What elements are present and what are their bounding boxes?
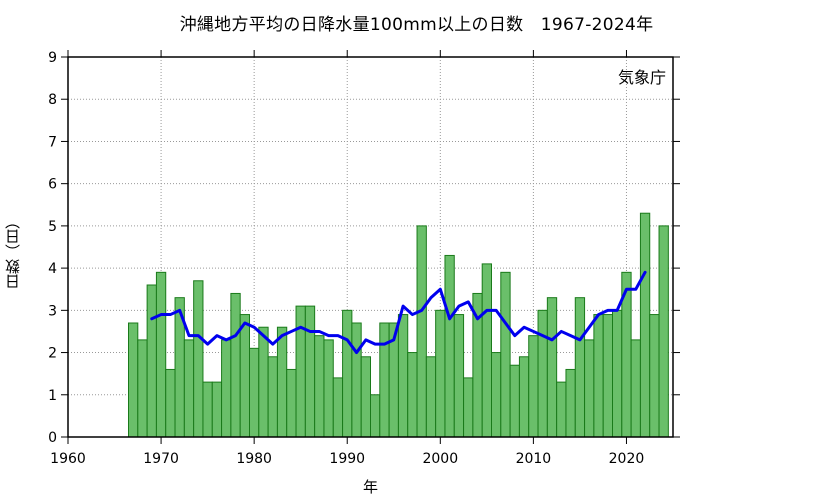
bar — [574, 297, 586, 438]
bar — [193, 280, 204, 438]
bar-series — [128, 212, 669, 438]
bar — [221, 339, 232, 438]
bar — [649, 314, 660, 438]
bar — [509, 364, 520, 438]
bar — [565, 368, 576, 438]
y-tick-label: 5 — [48, 219, 57, 235]
bar — [453, 314, 465, 438]
bar — [323, 339, 334, 438]
y-tick-label: 8 — [48, 92, 57, 108]
x-tick-label: 1980 — [236, 451, 272, 467]
bar — [444, 254, 455, 438]
y-tick-label: 9 — [48, 50, 57, 66]
bar — [630, 339, 641, 438]
bar — [351, 322, 362, 438]
bar — [211, 381, 223, 438]
x-axis-ticks: 1960 1970 1980 1990 2000 2010 2020 — [50, 50, 644, 467]
trend-line — [150, 270, 647, 355]
bar — [639, 212, 651, 438]
y-tick-label: 2 — [48, 346, 57, 362]
bar — [537, 309, 548, 438]
bar — [612, 309, 623, 438]
plot-frame — [67, 56, 674, 438]
chart-title: 沖縄地方平均の日降水量100mm以上の日数 1967-2024年 — [179, 15, 654, 35]
bar — [276, 326, 288, 438]
bar — [230, 292, 241, 438]
bar — [491, 352, 502, 438]
bar — [202, 381, 213, 438]
bar — [463, 377, 474, 438]
bar — [416, 225, 427, 438]
y-axis-ticks: 0 1 2 3 4 5 6 7 8 9 — [48, 50, 680, 446]
bar — [593, 314, 604, 438]
bar — [258, 326, 269, 438]
source-credit: 気象庁 — [618, 68, 667, 87]
bar — [155, 271, 167, 438]
x-tick-label: 2000 — [422, 451, 458, 467]
y-tick-label: 1 — [48, 388, 57, 404]
y-tick-label: 7 — [48, 134, 57, 150]
x-axis-label: 年 — [363, 478, 379, 496]
bar — [332, 377, 344, 438]
bar — [584, 339, 595, 438]
bar — [425, 356, 437, 438]
y-axis-label: 日数（日） — [4, 214, 22, 289]
bar — [342, 309, 353, 438]
bar — [658, 225, 669, 438]
bar — [146, 284, 157, 438]
bar — [518, 356, 530, 438]
bar — [304, 305, 316, 438]
bar — [370, 394, 381, 438]
bar — [546, 297, 558, 438]
x-tick-label: 2010 — [516, 451, 552, 467]
x-tick-label: 2020 — [609, 451, 645, 467]
y-tick-label: 0 — [48, 430, 57, 446]
bar — [128, 322, 139, 438]
bar — [137, 339, 148, 438]
bar — [602, 314, 614, 438]
bar — [360, 356, 372, 438]
bar — [286, 368, 297, 438]
bar — [481, 263, 493, 438]
bar — [397, 314, 409, 438]
bar — [500, 271, 511, 438]
y-tick-label: 4 — [48, 261, 57, 277]
y-tick-label: 3 — [48, 303, 57, 319]
bar — [249, 347, 260, 438]
bar — [314, 335, 325, 438]
y-tick-label: 6 — [48, 177, 57, 193]
bar — [267, 356, 278, 438]
x-tick-label: 1990 — [329, 451, 365, 467]
x-tick-label: 1970 — [143, 451, 179, 467]
bar — [435, 309, 446, 438]
bar — [239, 314, 250, 438]
bar — [183, 339, 195, 438]
bar — [556, 381, 567, 438]
bar — [528, 335, 539, 438]
x-tick-label: 1960 — [50, 451, 86, 467]
bar — [407, 352, 418, 438]
bar — [379, 322, 390, 438]
bar — [165, 368, 176, 438]
